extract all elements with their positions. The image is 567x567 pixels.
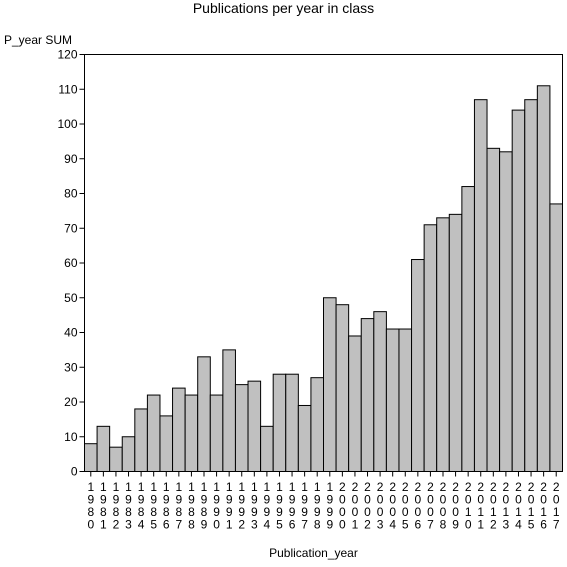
bar <box>146 394 161 472</box>
bar <box>172 387 186 473</box>
bar <box>222 349 236 472</box>
bars <box>84 85 564 473</box>
y-tick-label: 10 <box>64 430 78 444</box>
bar <box>398 328 413 472</box>
bar <box>524 99 538 473</box>
bar <box>385 328 400 472</box>
bar <box>499 151 513 473</box>
bar <box>297 404 312 473</box>
y-tick-label: 20 <box>64 395 78 409</box>
bar <box>159 415 174 472</box>
bar <box>134 408 148 473</box>
bar <box>373 311 387 472</box>
y-tick-label: 120 <box>57 48 77 62</box>
bar <box>423 224 438 472</box>
bar <box>121 436 136 472</box>
bar <box>84 443 98 473</box>
y-tick-label: 0 <box>71 465 78 479</box>
chart-title: Publications per year in class <box>192 0 375 16</box>
bar <box>360 318 375 472</box>
bar <box>448 213 463 472</box>
bar <box>348 335 362 472</box>
y-tick-label: 40 <box>64 326 78 340</box>
y-tick-label: 70 <box>64 221 78 235</box>
y-axis-label: P_year SUM <box>4 33 73 47</box>
plot-frame <box>84 54 563 472</box>
bar <box>184 394 199 472</box>
bar <box>209 394 224 472</box>
bar <box>109 446 123 472</box>
bar <box>310 377 324 472</box>
bar <box>335 304 350 473</box>
bar <box>285 373 299 473</box>
y-axis-ticks: 0 10 20 30 40 50 60 70 80 90 100 110 120 <box>57 48 85 479</box>
x-axis-ticks: 1 9 8 0 1 9 8 1 1 9 8 2 1 9 8 3 1 9 8 4 1 9 8 5 1 9 8 6 1 9 8 7 1 9 8 8 1 9 8 9… <box>87 471 560 532</box>
y-tick-label: 30 <box>64 360 78 374</box>
bar <box>461 186 475 473</box>
y-tick-label: 50 <box>64 291 78 305</box>
bar <box>411 259 425 472</box>
bar <box>197 356 211 473</box>
bar <box>247 380 262 472</box>
bar <box>436 217 450 472</box>
bar <box>272 373 287 473</box>
bar <box>549 203 564 473</box>
y-tick-label: 100 <box>57 117 77 131</box>
bar <box>96 425 111 473</box>
x-axis-label: Publication_year <box>269 546 358 560</box>
y-tick-label: 80 <box>64 187 78 201</box>
bar <box>234 384 249 472</box>
bar <box>536 85 551 473</box>
bar <box>511 109 526 472</box>
bar <box>473 99 488 473</box>
y-tick-label: 90 <box>64 152 78 166</box>
bar <box>323 297 337 472</box>
bar <box>486 147 501 472</box>
y-tick-label: 60 <box>64 256 78 270</box>
bar <box>260 425 274 473</box>
y-tick-label: 110 <box>58 82 77 96</box>
